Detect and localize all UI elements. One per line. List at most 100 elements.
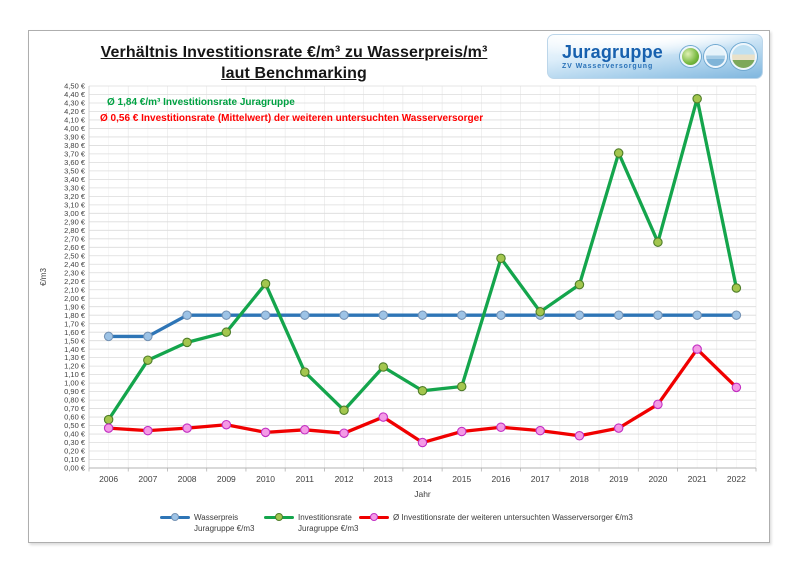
- data-point-wasserpreis-juragruppe: [300, 310, 310, 320]
- y-tick-label: 0,40 €: [64, 430, 86, 439]
- y-tick-label: 4,20 €: [64, 107, 86, 116]
- chart-title-line2: laut Benchmarking: [221, 65, 367, 82]
- x-axis-title: Jahr: [414, 489, 431, 499]
- data-point-investitionsrate-juragruppe: [103, 414, 114, 425]
- juragruppe-logo: Juragruppe ZV Wasserversorgung: [547, 34, 763, 79]
- data-point-wasserpreis-juragruppe: [182, 310, 192, 320]
- y-tick-label: 2,80 €: [64, 226, 86, 235]
- y-tick-label: 0,80 €: [64, 396, 86, 405]
- data-point-investitionsrate-weitere-wasserversorger: [182, 423, 192, 433]
- y-tick-label: 2,70 €: [64, 234, 86, 243]
- y-tick-label: 3,70 €: [64, 150, 86, 159]
- y-tick-label: 0,30 €: [64, 438, 86, 447]
- data-point-wasserpreis-juragruppe: [378, 310, 389, 320]
- x-tick-label: 2022: [727, 474, 746, 484]
- y-tick-label: 1,90 €: [64, 302, 86, 311]
- data-point-investitionsrate-weitere-wasserversorger: [496, 422, 506, 433]
- data-point-investitionsrate-juragruppe: [731, 283, 742, 293]
- y-tick-label: 0,70 €: [64, 404, 86, 413]
- y-tick-label: 4,30 €: [64, 99, 86, 108]
- logo-text: Juragruppe ZV Wasserversorgung: [562, 43, 663, 70]
- y-tick-label: 1,60 €: [64, 328, 86, 337]
- logo-subtitle: ZV Wasserversorgung: [562, 63, 654, 70]
- data-point-wasserpreis-juragruppe: [339, 310, 349, 320]
- data-point-wasserpreis-juragruppe: [221, 310, 232, 320]
- data-point-wasserpreis-juragruppe: [456, 310, 467, 320]
- data-point-investitionsrate-weitere-wasserversorger: [143, 425, 153, 436]
- y-tick-label: 0,90 €: [64, 387, 86, 396]
- logo-photo-badges: [680, 43, 757, 70]
- y-tick-label: 1,50 €: [64, 336, 86, 345]
- data-point-investitionsrate-juragruppe: [221, 327, 232, 337]
- legend-item-investitionsrate-juragruppe: Investitionsrate Juragruppe €/m3: [264, 512, 358, 534]
- x-tick-label: 2007: [138, 474, 157, 484]
- data-point-wasserpreis-juragruppe: [143, 331, 153, 342]
- data-point-investitionsrate-juragruppe: [574, 279, 585, 290]
- legend-label-line: Juragruppe €/m3: [298, 524, 359, 533]
- y-tick-label: 2,00 €: [64, 294, 86, 303]
- y-tick-label: 4,00 €: [64, 124, 86, 133]
- legend-item-investitionsrate-weitere: Ø Investitionsrate der weiteren untersuc…: [359, 512, 633, 523]
- data-point-wasserpreis-juragruppe: [731, 310, 742, 320]
- data-point-investitionsrate-weitere-wasserversorger: [692, 344, 702, 354]
- y-tick-label: 3,10 €: [64, 200, 86, 209]
- y-tick-label: 4,40 €: [64, 90, 86, 99]
- data-point-investitionsrate-weitere-wasserversorger: [653, 399, 663, 410]
- data-point-wasserpreis-juragruppe: [496, 310, 506, 320]
- y-tick-label: 1,00 €: [64, 379, 86, 388]
- y-tick-label: 2,50 €: [64, 251, 86, 260]
- y-tick-label: 0,20 €: [64, 447, 86, 456]
- y-tick-label: 0,10 €: [64, 455, 86, 464]
- y-tick-label: 3,30 €: [64, 183, 86, 192]
- data-point-investitionsrate-weitere-wasserversorger: [103, 423, 114, 433]
- data-point-wasserpreis-juragruppe: [613, 310, 624, 320]
- data-point-wasserpreis-juragruppe: [417, 310, 428, 320]
- y-tick-label: 4,50 €: [64, 82, 86, 91]
- x-tick-label: 2020: [648, 474, 667, 484]
- legend-label-wasserpreis: Wasserpreis Juragruppe €/m3: [194, 512, 254, 534]
- data-point-investitionsrate-weitere-wasserversorger: [456, 426, 467, 437]
- y-tick-label: 3,40 €: [64, 175, 86, 184]
- data-point-investitionsrate-weitere-wasserversorger: [731, 382, 742, 393]
- data-point-investitionsrate-weitere-wasserversorger: [260, 427, 271, 438]
- y-tick-label: 0,50 €: [64, 421, 86, 430]
- data-point-investitionsrate-juragruppe: [456, 381, 467, 392]
- data-point-investitionsrate-juragruppe: [300, 367, 310, 377]
- y-tick-label: 3,90 €: [64, 133, 86, 142]
- x-tick-label: 2013: [374, 474, 393, 484]
- y-tick-label: 0,00 €: [64, 464, 86, 473]
- data-point-wasserpreis-juragruppe: [103, 331, 114, 342]
- data-point-investitionsrate-weitere-wasserversorger: [221, 419, 232, 430]
- y-tick-label: 1,70 €: [64, 319, 86, 328]
- x-tick-label: 2019: [609, 474, 628, 484]
- water-photo-icon: [704, 45, 727, 68]
- x-tick-label: 2017: [531, 474, 550, 484]
- legend-label-line: Juragruppe €/m3: [194, 524, 255, 533]
- data-point-investitionsrate-weitere-wasserversorger: [535, 425, 545, 436]
- logo-name: Juragruppe: [562, 42, 664, 62]
- annotation-red-mean: Ø 0,56 € Investitionsrate (Mittelwert) d…: [100, 113, 484, 124]
- x-tick-label: 2006: [99, 474, 118, 484]
- data-point-investitionsrate-juragruppe: [535, 307, 545, 317]
- x-tick-label: 2011: [296, 474, 315, 484]
- data-point-wasserpreis-juragruppe: [692, 310, 702, 320]
- y-tick-label: 2,40 €: [64, 260, 86, 269]
- y-tick-label: 4,10 €: [64, 116, 86, 125]
- chart-frame: Verhältnis Investitionsrate €/m³ zu Wass…: [28, 30, 770, 543]
- data-point-investitionsrate-weitere-wasserversorger: [378, 412, 389, 422]
- legend-label-investitionsrate-juragruppe: Investitionsrate Juragruppe €/m3: [298, 512, 358, 534]
- data-point-investitionsrate-weitere-wasserversorger: [574, 430, 585, 441]
- x-tick-label: 2015: [452, 474, 471, 484]
- y-tick-label: 1,20 €: [64, 362, 86, 371]
- data-point-investitionsrate-juragruppe: [143, 355, 153, 365]
- chart-title: Verhältnis Investitionsrate €/m³ zu Wass…: [59, 42, 529, 84]
- data-point-wasserpreis-juragruppe: [260, 310, 271, 320]
- chart-svg: 0,00 €0,10 €0,20 €0,30 €0,40 €0,50 €0,60…: [39, 82, 757, 499]
- legend-swatch-investitionsrate-juragruppe: [264, 512, 294, 522]
- data-point-investitionsrate-juragruppe: [378, 362, 389, 372]
- y-tick-label: 1,40 €: [64, 345, 86, 354]
- data-point-investitionsrate-juragruppe: [417, 386, 428, 396]
- data-point-investitionsrate-weitere-wasserversorger: [300, 425, 310, 435]
- data-point-wasserpreis-juragruppe: [653, 310, 663, 320]
- legend-item-wasserpreis: Wasserpreis Juragruppe €/m3: [160, 512, 254, 534]
